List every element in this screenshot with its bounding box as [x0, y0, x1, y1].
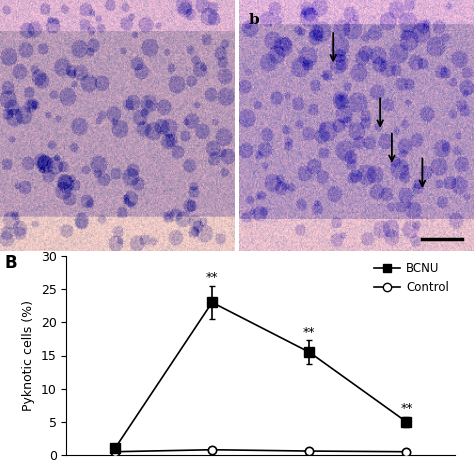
Text: B: B — [5, 254, 18, 272]
Y-axis label: Pyknotic cells (%): Pyknotic cells (%) — [22, 300, 35, 411]
Text: b: b — [249, 13, 259, 27]
Text: **: ** — [400, 402, 413, 415]
Text: **: ** — [206, 271, 219, 284]
Text: **: ** — [303, 326, 316, 339]
Legend: BCNU, Control: BCNU, Control — [374, 262, 449, 294]
